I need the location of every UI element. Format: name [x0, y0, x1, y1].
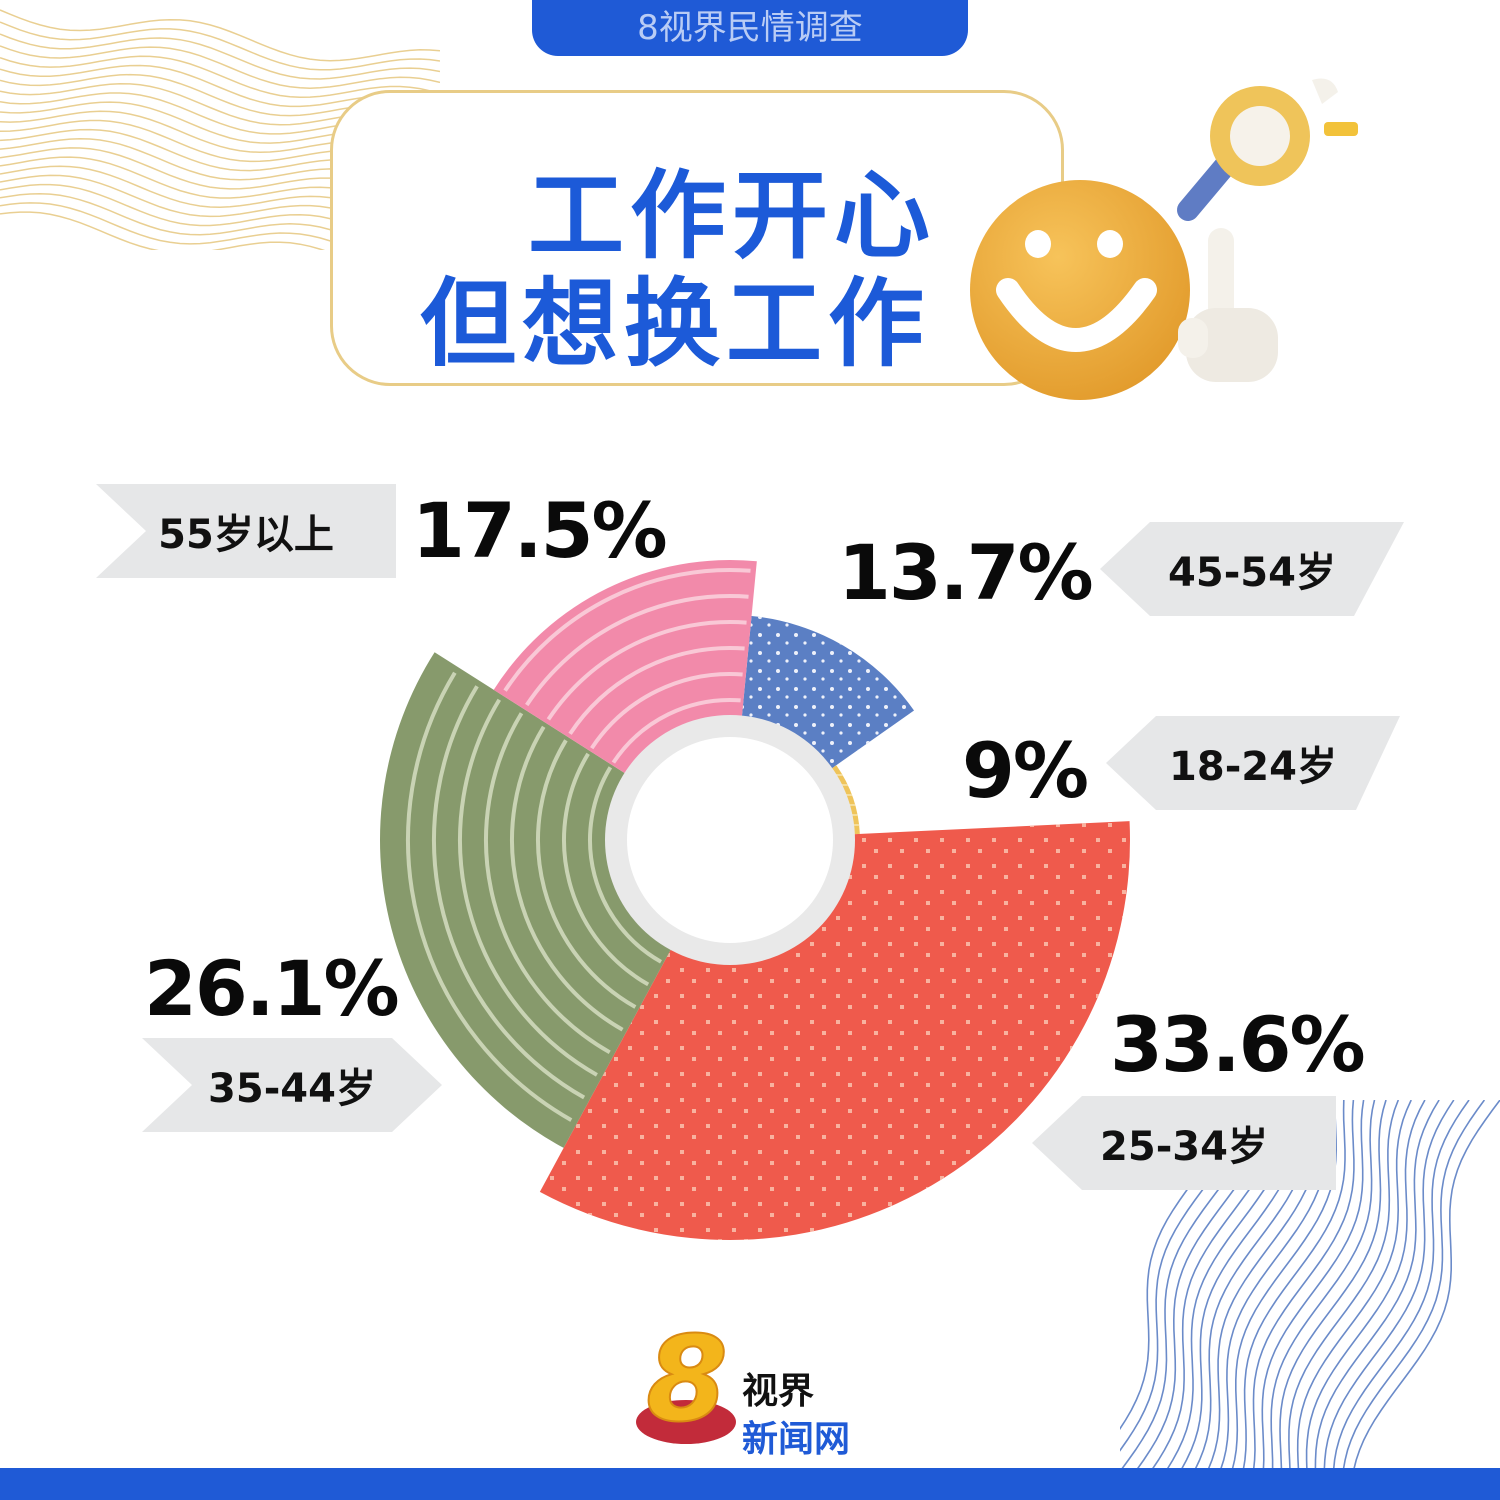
title-line-2: 但想换工作 [420, 268, 930, 380]
pie-slice-stripe [406, 671, 573, 1122]
pie-slice-stripe [458, 698, 598, 1077]
label-banner-18-24: 18-24岁 [1106, 716, 1400, 810]
title-line-1: 工作开心 [528, 160, 936, 272]
wave-line [1279, 1100, 1387, 1470]
value-label: 9% [962, 726, 1089, 815]
wave-decoration-bottom-right [1120, 1100, 1500, 1470]
category-label: 55岁以上 [158, 512, 334, 558]
sparkle-icon [1324, 122, 1358, 136]
donut-hole [627, 737, 833, 943]
category-label: 18-24岁 [1169, 744, 1337, 790]
pie-slice-stripe [536, 739, 637, 1009]
pie-slice-stripe [611, 698, 741, 764]
wave-line [0, 211, 326, 250]
wave-line [1342, 1100, 1486, 1470]
logo-line-1: 视界 [742, 1371, 815, 1412]
logo-line-2: 新闻网 [742, 1419, 851, 1460]
wave-line [0, 9, 440, 62]
category-label: 25-34岁 [1100, 1124, 1268, 1170]
value-label: 33.6% [1110, 1000, 1366, 1089]
pie-slice-stripe [588, 766, 662, 964]
category-label: 35-44岁 [208, 1066, 376, 1112]
value-label: 26.1% [144, 944, 400, 1033]
pie-slice-stripe [432, 685, 586, 1100]
bottom-bar [0, 1468, 1500, 1500]
category-label: 45-54岁 [1168, 550, 1336, 596]
wave-line [0, 33, 440, 80]
wave-line [1296, 1100, 1412, 1470]
pie-slice-stripe [503, 568, 751, 692]
wave-line [1261, 1100, 1365, 1470]
value-label: 13.7% [838, 528, 1094, 617]
label-banner-25-34: 25-34岁 [1032, 1096, 1336, 1190]
survey-tab: 8视界民情调查 [532, 0, 968, 56]
pie-slice-texture [539, 821, 1130, 1240]
wave-line [1314, 1100, 1440, 1470]
value-label: 17.5% [412, 486, 668, 575]
title-card [330, 90, 1064, 386]
wave-line [1332, 1100, 1470, 1470]
pie-slice-stripe [510, 725, 624, 1032]
smiley-face-icon [970, 180, 1190, 400]
label-banner-45-54: 45-54岁 [1100, 522, 1404, 616]
pie-slice-stripe [562, 752, 650, 987]
wave-line [1270, 1100, 1376, 1470]
pie-slice-stripe [590, 672, 743, 750]
pie-slice-stripe [546, 620, 747, 721]
wave-line [0, 202, 357, 250]
wave-line [1288, 1100, 1400, 1470]
pie-slice-stripe [568, 646, 745, 735]
wave-line [1352, 1100, 1500, 1470]
wave-line [0, 55, 440, 99]
label-banner-35-44: 35-44岁 [142, 1038, 442, 1132]
label-banner-55plus: 55岁以上 [96, 484, 396, 578]
sparkle-icon [1312, 78, 1338, 104]
wave-line [1323, 1100, 1455, 1470]
logo-8-icon: 8 [636, 1316, 736, 1449]
wave-line [1252, 1100, 1355, 1470]
pie-slice-stripe [525, 594, 749, 707]
logo-mark: 8 [646, 1316, 728, 1448]
wave-line [1305, 1100, 1426, 1470]
pie-slice-stripe [484, 712, 611, 1055]
pointing-hand-icon [1178, 228, 1278, 382]
wave-line [0, 21, 440, 71]
wave-line [1242, 1100, 1346, 1470]
smiley-illustration [970, 78, 1358, 400]
magnifier-icon [1177, 86, 1310, 221]
wave-line [0, 45, 440, 89]
